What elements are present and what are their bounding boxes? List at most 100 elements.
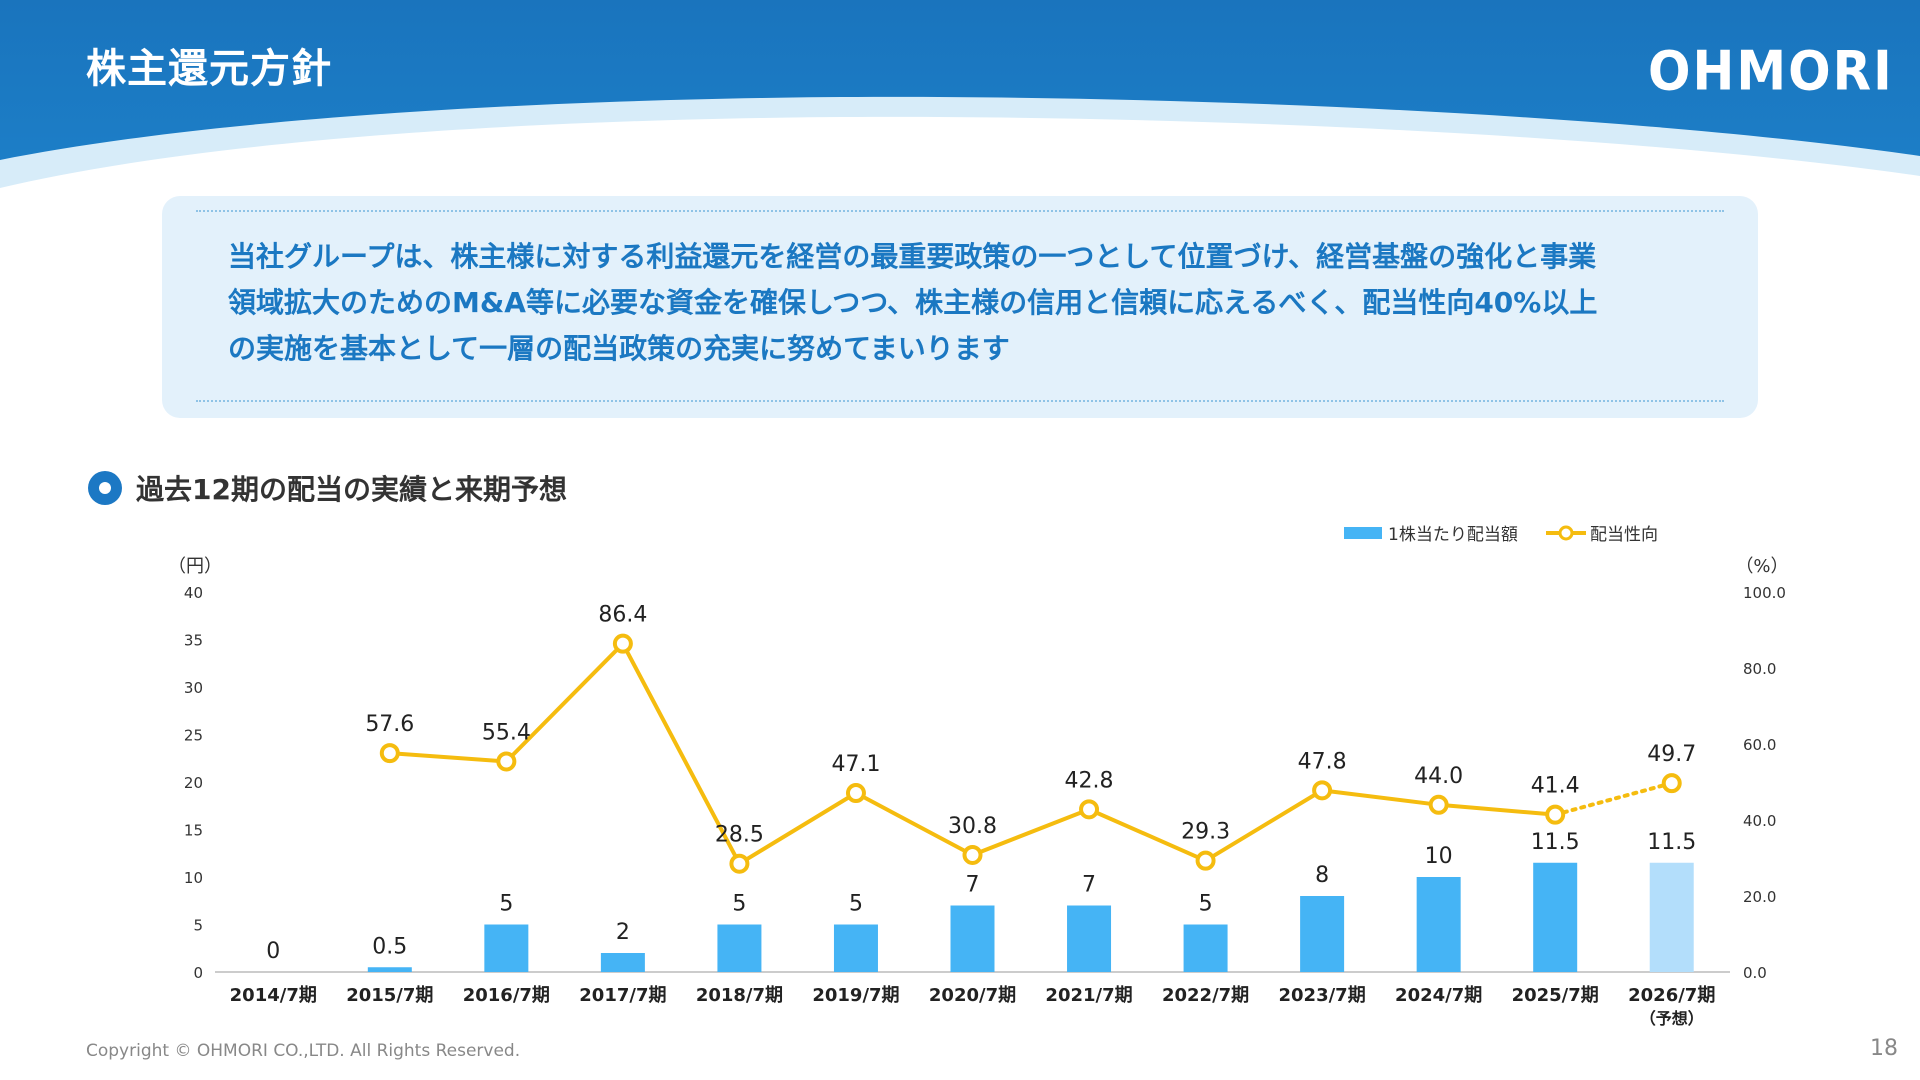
bar-data-label: 5	[732, 892, 746, 917]
divider	[196, 400, 1724, 402]
bar	[1183, 924, 1228, 972]
bar-data-label: 5	[1199, 892, 1213, 917]
line-data-label: 55.4	[482, 720, 531, 745]
x-tick-label: 2026/7期	[1628, 985, 1715, 1006]
legend-line-label: 配当性向	[1590, 525, 1658, 545]
y-tick-label-left: 40	[184, 584, 203, 602]
y-tick-label-right: 0.0	[1743, 964, 1767, 982]
x-tick-label: 2019/7期	[812, 985, 899, 1006]
bar-data-label: 7	[966, 873, 980, 898]
y-tick-label-right: 80.0	[1743, 660, 1776, 678]
y-tick-label-left: 30	[184, 679, 203, 697]
line-point	[1079, 799, 1100, 820]
bar-data-label: 11.5	[1647, 830, 1696, 855]
line-data-label: 42.8	[1065, 768, 1114, 793]
line-data-label: 41.4	[1531, 774, 1580, 799]
line-point	[612, 633, 633, 654]
section-title: 過去12期の配当の実績と来期予想	[136, 473, 567, 506]
copyright: Copyright © OHMORI CO.,LTD. All Rights R…	[86, 1041, 521, 1061]
x-tick-label: 2021/7期	[1045, 985, 1132, 1006]
x-tick-label: 2016/7期	[463, 985, 550, 1006]
bar-data-label: 5	[499, 892, 513, 917]
line-point	[845, 783, 866, 804]
line-data-label: 30.8	[948, 814, 997, 839]
y-tick-label-left: 10	[184, 869, 203, 887]
page-number: 18	[1870, 1036, 1898, 1061]
bar-data-label: 7	[1082, 873, 1096, 898]
x-tick-label: 2020/7期	[929, 985, 1016, 1006]
line-data-label: 28.5	[715, 823, 764, 848]
y-tick-label-right: 60.0	[1743, 736, 1776, 754]
policy-text: 当社グループは、株主様に対する利益還元を経営の最重要政策の一つとして位置づけ、経…	[228, 234, 1708, 372]
bar	[367, 967, 412, 972]
policy-line: 当社グループは、株主様に対する利益還元を経営の最重要政策の一つとして位置づけ、経…	[228, 240, 1597, 273]
line-data-label: 86.4	[598, 603, 647, 628]
line-point	[1545, 804, 1566, 825]
y-axis-right-title: （%）	[1735, 556, 1788, 577]
legend-line-marker	[1558, 525, 1574, 541]
line-point	[496, 751, 517, 772]
bar	[1067, 905, 1112, 972]
line-point	[1428, 794, 1449, 815]
y-tick-label-right: 20.0	[1743, 888, 1776, 906]
bar	[717, 924, 762, 972]
page-title: 株主還元方針	[86, 46, 332, 92]
bar	[1649, 862, 1694, 972]
bar-data-label: 8	[1315, 863, 1329, 888]
y-tick-label-left: 5	[193, 917, 203, 935]
policy-line: の実施を基本として一層の配当政策の充実に努めてまいります	[228, 332, 1010, 365]
bar-data-label: 2	[616, 920, 630, 945]
section-heading: 過去12期の配当の実績と来期予想	[88, 468, 567, 508]
x-tick-label: 2024/7期	[1395, 985, 1482, 1006]
circle-bullet-icon	[88, 471, 122, 505]
line-point	[1661, 773, 1682, 794]
bar-data-label: 11.5	[1531, 830, 1580, 855]
y-tick-label-left: 35	[184, 632, 203, 650]
x-tick-note: （予想）	[1640, 1009, 1704, 1028]
divider	[196, 210, 1724, 212]
policy-box: 当社グループは、株主様に対する利益還元を経営の最重要政策の一つとして位置づけ、経…	[162, 196, 1758, 418]
x-tick-label: 2025/7期	[1512, 985, 1599, 1006]
bar-data-label: 5	[849, 892, 863, 917]
bar	[950, 905, 995, 972]
line-data-label: 49.7	[1647, 742, 1696, 767]
y-tick-label-right: 40.0	[1743, 812, 1776, 830]
line-data-label: 57.6	[365, 712, 414, 737]
bar-data-label: 0.5	[372, 934, 407, 959]
bar	[484, 924, 529, 972]
line-point	[729, 853, 750, 874]
line-data-label: 29.3	[1181, 820, 1230, 845]
bar-data-label: 10	[1425, 844, 1453, 869]
x-tick-label: 2018/7期	[696, 985, 783, 1006]
bar	[1416, 877, 1461, 972]
bar	[1300, 896, 1345, 972]
y-tick-label-left: 0	[193, 964, 203, 982]
bar	[600, 953, 645, 972]
x-tick-label: 2014/7期	[230, 985, 317, 1006]
y-axis-left-title: （円）	[168, 556, 222, 577]
header-band	[0, 0, 1920, 188]
line-point	[379, 743, 400, 764]
line-point	[1195, 850, 1216, 871]
ohmori-logo: OHMORI	[1648, 40, 1894, 103]
legend-bar-label: 1株当たり配当額	[1388, 525, 1518, 545]
line-point	[1312, 780, 1333, 801]
bar	[1533, 862, 1578, 972]
y-tick-label-left: 20	[184, 774, 203, 792]
bar	[833, 924, 878, 972]
bar-data-label: 0	[266, 939, 280, 964]
line-data-label: 47.1	[831, 752, 880, 777]
line-data-label: 44.0	[1414, 764, 1463, 789]
y-tick-label-left: 15	[184, 822, 203, 840]
x-tick-label: 2022/7期	[1162, 985, 1249, 1006]
policy-line: 領域拡大のためのM&A等に必要な資金を確保しつつ、株主様の信用と信頼に応えるべく…	[228, 286, 1598, 319]
legend-bar-swatch	[1344, 527, 1382, 539]
line-data-label: 47.8	[1298, 749, 1347, 774]
line-series-forecast	[1553, 781, 1674, 817]
line-point	[962, 844, 983, 865]
x-tick-label: 2015/7期	[346, 985, 433, 1006]
x-tick-label: 2017/7期	[579, 985, 666, 1006]
y-tick-label-left: 25	[184, 727, 203, 745]
y-tick-label-right: 100.0	[1743, 584, 1786, 602]
